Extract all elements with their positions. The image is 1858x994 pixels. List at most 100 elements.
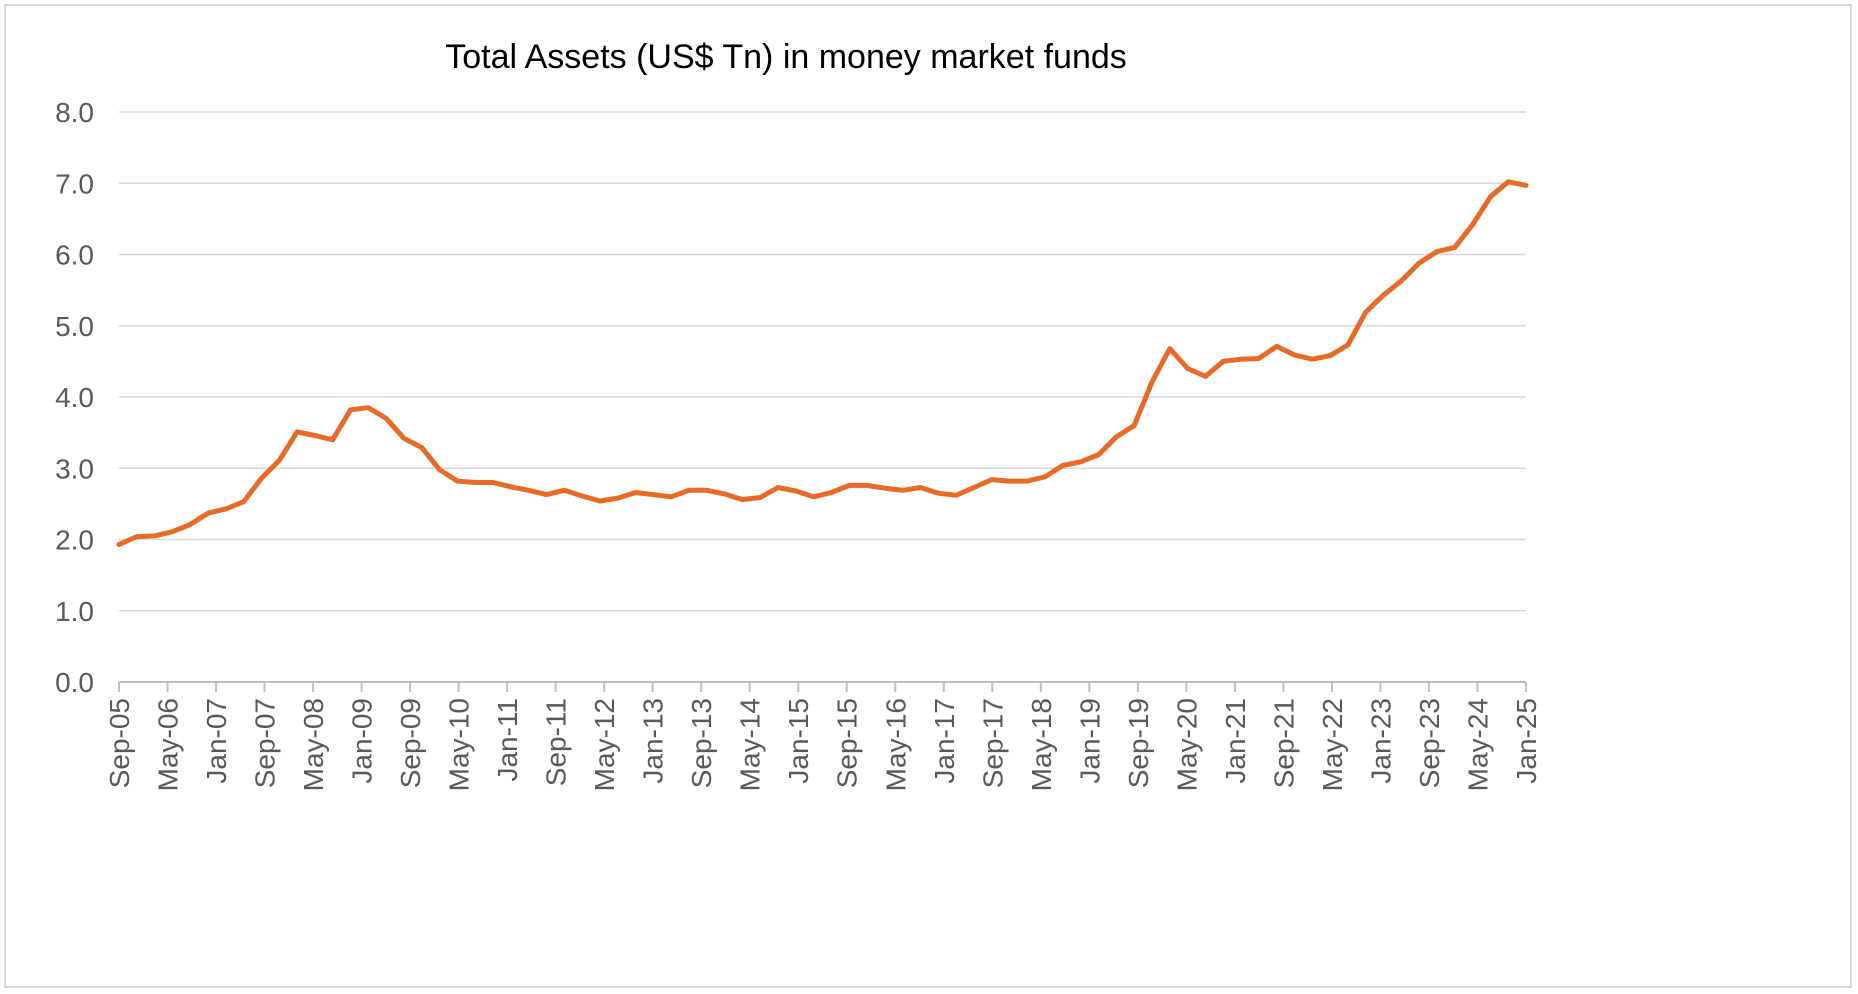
- data-point: [1167, 346, 1172, 351]
- data-point: [1114, 434, 1119, 439]
- x-tick-label: Sep-17: [977, 698, 1008, 788]
- data-point: [758, 495, 763, 500]
- x-tick-label: May-20: [1171, 698, 1202, 791]
- data-point: [954, 493, 959, 498]
- data-point: [1025, 479, 1030, 484]
- data-point: [989, 477, 994, 482]
- data-point: [651, 492, 656, 497]
- data-point: [1221, 359, 1226, 364]
- data-point: [508, 484, 513, 489]
- x-axis-ticks: Sep-05 May-06 Jan-07 Sep-07 May-08 Jan-09 Sep-…: [104, 682, 1542, 791]
- data-point: [686, 488, 691, 493]
- y-tick-label: 8.0: [55, 97, 94, 128]
- data-point: [882, 486, 887, 491]
- data-point: [918, 485, 923, 490]
- x-tick-label: May-10: [444, 698, 475, 791]
- line-chart: Total Assets (US$ Tn) in money market fu…: [55, 38, 1542, 791]
- chart-frame: Total Assets (US$ Tn) in money market fu…: [4, 4, 1852, 988]
- data-point: [437, 467, 442, 472]
- data-point: [188, 522, 193, 527]
- y-tick-label: 1.0: [55, 596, 94, 627]
- x-tick-label: Jan-09: [347, 698, 378, 784]
- x-tick-label: Sep-13: [686, 698, 717, 788]
- data-point: [1452, 245, 1457, 250]
- data-point: [312, 433, 317, 438]
- data-point: [1203, 374, 1208, 379]
- data-point: [633, 490, 638, 495]
- data-point: [491, 480, 495, 485]
- y-tick-label: 3.0: [55, 453, 94, 484]
- data-point: [1150, 380, 1154, 384]
- y-tick-label: 4.0: [55, 382, 94, 413]
- data-point: [134, 534, 139, 539]
- data-point: [1078, 459, 1083, 464]
- data-point: [971, 485, 976, 490]
- x-tick-label: Jan-11: [492, 698, 523, 782]
- x-tick-label: Sep-23: [1414, 698, 1445, 788]
- x-tick-label: Jan-21: [1220, 698, 1251, 784]
- x-tick-label: Sep-15: [832, 698, 863, 788]
- data-point: [526, 488, 531, 493]
- data-point: [1381, 293, 1386, 298]
- x-tick-label: Jan-13: [638, 698, 669, 784]
- chart-title: Total Assets (US$ Tn) in money market fu…: [445, 38, 1127, 76]
- x-tick-label: May-12: [589, 698, 620, 791]
- data-point: [1007, 479, 1012, 484]
- x-tick-label: Jan-15: [783, 698, 814, 784]
- x-tick-label: May-22: [1317, 698, 1348, 791]
- data-point: [669, 494, 674, 499]
- data-point: [348, 407, 353, 412]
- data-point: [1239, 357, 1243, 362]
- data-point: [776, 485, 780, 490]
- x-tick-label: May-08: [298, 698, 329, 791]
- data-point: [793, 489, 798, 493]
- data-point: [1310, 357, 1315, 362]
- data-point: [1132, 423, 1137, 428]
- data-point: [384, 416, 389, 421]
- y-tick-label: 6.0: [55, 240, 94, 271]
- data-point: [1434, 249, 1439, 254]
- data-point: [330, 437, 335, 442]
- data-point: [277, 458, 282, 463]
- data-point: [1524, 183, 1528, 188]
- x-tick-label: Jan-07: [201, 698, 232, 784]
- y-tick-label: 0.0: [55, 667, 94, 698]
- data-point: [580, 494, 585, 498]
- gridlines: [119, 111, 1526, 683]
- data-point: [1060, 463, 1065, 468]
- data-point: [829, 490, 834, 495]
- data-point: [1256, 356, 1261, 361]
- y-tick-label: 7.0: [55, 168, 94, 199]
- data-point: [1274, 344, 1279, 349]
- x-tick-label: Sep-21: [1268, 698, 1299, 788]
- data-point: [223, 506, 228, 511]
- y-tick-label: 2.0: [55, 525, 94, 556]
- data-point: [117, 542, 121, 547]
- x-tick-label: May-18: [1026, 698, 1057, 791]
- y-axis-ticks: 0.0 1.0 2.0 3.0 4.0 5.0 6.0 7.0 8.0: [55, 97, 94, 698]
- data-point: [562, 488, 567, 493]
- data-point: [597, 499, 602, 503]
- data-point: [811, 494, 816, 499]
- data-point: [366, 405, 371, 410]
- x-tick-label: Jan-23: [1365, 698, 1396, 784]
- data-point: [936, 491, 941, 496]
- data-point: [241, 499, 246, 504]
- x-tick-label: Sep-09: [395, 698, 426, 788]
- x-tick-label: May-16: [880, 698, 911, 791]
- data-point: [295, 429, 300, 434]
- data-point: [259, 476, 264, 481]
- data-point: [455, 479, 460, 484]
- data-point: [1292, 353, 1297, 357]
- data-point: [419, 445, 424, 450]
- x-tick-label: May-14: [735, 698, 766, 791]
- data-point: [1096, 452, 1101, 457]
- data-point: [1363, 310, 1368, 315]
- series-layer: [116, 179, 1529, 547]
- data-point: [152, 533, 157, 538]
- data-point: [900, 488, 905, 493]
- x-tick-label: Jan-25: [1511, 698, 1542, 784]
- x-tick-label: Jan-19: [1074, 698, 1105, 784]
- series-line: [116, 179, 1529, 547]
- data-point: [1417, 261, 1422, 266]
